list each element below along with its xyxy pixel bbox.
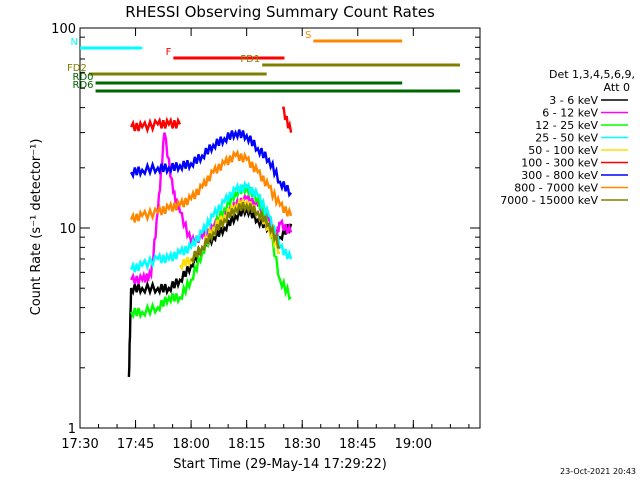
series-line-3 (129, 180, 293, 273)
y-tick-label-2: 100 (51, 22, 76, 37)
x-tick-label-0: 17:30 (61, 437, 98, 452)
y-tick-label-1: 10 (59, 222, 76, 237)
y-axis: 1 10 100 (51, 22, 480, 437)
legend-label-4: 50 - 100 keV (528, 144, 598, 157)
series-line-2 (130, 183, 292, 320)
series-line-6 (130, 129, 293, 198)
x-tick-label-6: 19:00 (395, 437, 432, 452)
series-line-7 (129, 148, 293, 223)
annotation-label-4: FD2 (67, 63, 87, 74)
series-line-5 (130, 106, 293, 134)
legend-label-1: 6 - 12 keV (542, 107, 598, 120)
legend-title: Det 1,3,4,5,6,9, (549, 68, 635, 81)
annotation-label-5: RD0 (73, 72, 94, 83)
legend-subtitle: Att 0 (604, 81, 630, 94)
x-tick-label-4: 18:30 (283, 437, 320, 452)
y-tick-label-0: 1 (68, 422, 76, 437)
legend-label-5: 100 - 300 keV (521, 157, 598, 170)
x-tick-label-1: 17:45 (117, 437, 154, 452)
annotation-label-2: S (305, 30, 311, 41)
annotation-label-0: N (71, 37, 78, 48)
lines-layer (127, 106, 293, 377)
chart-title: RHESSI Observing Summary Count Rates (125, 3, 435, 21)
x-axis: 17:30 17:45 18:00 18:15 18:30 18:45 19:00 (61, 28, 470, 452)
legend-label-7: 800 - 7000 keV (514, 182, 598, 195)
x-tick-label-5: 18:45 (339, 437, 376, 452)
legend-label-3: 25 - 50 keV (535, 132, 598, 145)
y-axis-label: Count Rate (s⁻¹ detector⁻¹) (29, 139, 44, 316)
annotation-label-3: FD1 (240, 54, 260, 65)
series-line-8 (190, 201, 280, 264)
annotation-label-1: F (166, 47, 172, 58)
x-tick-label-2: 18:00 (172, 437, 209, 452)
x-tick-label-3: 18:15 (228, 437, 265, 452)
annotation-label-6: RD6 (73, 80, 94, 91)
legend-label-2: 12 - 25 keV (535, 119, 598, 132)
legend-label-8: 7000 - 15000 keV (500, 194, 598, 207)
x-axis-label: Start Time (29-May-14 17:29:22) (173, 457, 387, 472)
legend-label-0: 3 - 6 keV (549, 94, 598, 107)
timestamp: 23-Oct-2021 20:43 (560, 467, 636, 476)
legend-label-6: 300 - 800 keV (521, 169, 598, 182)
